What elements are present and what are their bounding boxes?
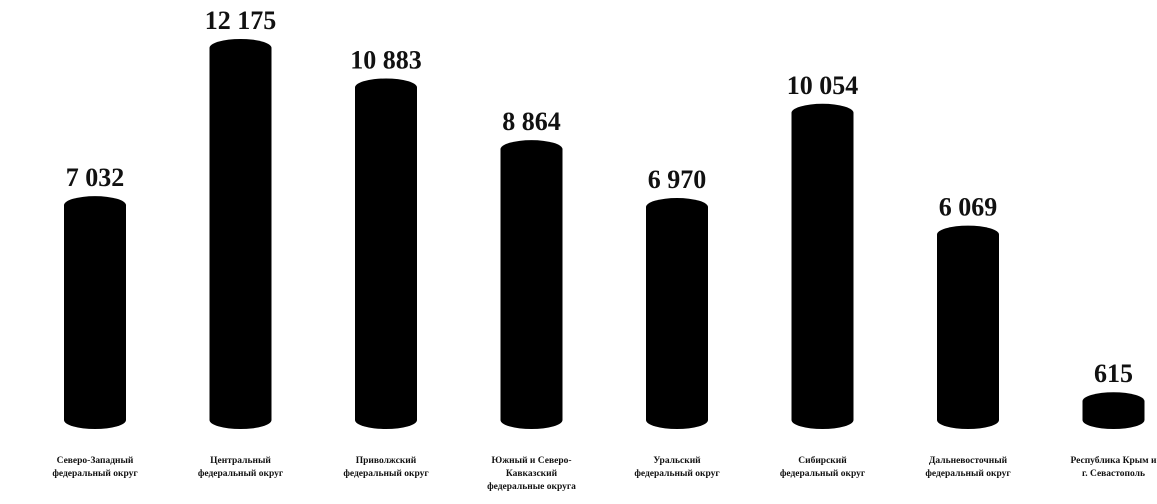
category-label-line: Сибирский (798, 455, 847, 466)
category-label: Южный и Северо- Кавказский федеральные окр… (487, 455, 576, 492)
category-label-line: Южный и Северо- (491, 455, 571, 466)
value-label: 6 069 (939, 193, 998, 222)
category-label-line: Северо-Западный (57, 455, 134, 466)
bar-top (1082, 392, 1145, 411)
value-label: 10 054 (787, 71, 859, 100)
value-label: 615 (1094, 359, 1133, 388)
bar-top (64, 196, 126, 215)
bar-base (500, 411, 563, 429)
value-label: 7 032 (66, 163, 125, 192)
bar-base (64, 411, 126, 429)
bar-top (646, 198, 708, 217)
value-labels-group: 7 032 12 175 10 883 8 864 6 970 10 054 6 069 61… (66, 6, 1133, 388)
bar (646, 198, 708, 429)
bar-top (209, 39, 272, 57)
bar-top (937, 225, 999, 244)
bar-body (791, 112, 854, 421)
bar (937, 225, 999, 429)
bar (355, 78, 417, 429)
bar-base (355, 411, 417, 429)
category-label: Дальневосточный федеральный округ (925, 455, 1011, 479)
value-label: 12 175 (205, 6, 277, 35)
category-label-line: федеральный округ (198, 468, 284, 479)
category-label-line: федеральные округа (487, 481, 576, 492)
bar-top (791, 103, 854, 122)
value-label: 8 864 (502, 107, 561, 136)
category-label-line: Уральский (653, 455, 701, 466)
category-label-line: Кавказский (506, 468, 558, 479)
category-label-line: федеральный округ (780, 468, 866, 479)
bar (209, 39, 272, 429)
category-label: Приволжский федеральный округ (343, 455, 429, 479)
bar (791, 103, 854, 429)
category-label-line: федеральный округ (925, 468, 1011, 479)
category-label: Сибирский федеральный округ (780, 455, 866, 479)
category-label-line: Центральный (210, 455, 271, 466)
category-label: Северо-Западный федеральный округ (52, 455, 138, 479)
category-label-line: федеральный округ (343, 468, 429, 479)
value-label: 10 883 (350, 45, 422, 74)
category-label-line: Приволжский (356, 455, 417, 466)
bar-body (209, 48, 272, 420)
value-label: 6 970 (648, 165, 707, 194)
bar-base (791, 411, 854, 429)
bar (64, 196, 126, 429)
bar-body (500, 149, 563, 421)
bar-base (646, 411, 708, 429)
category-label: Центральный федеральный округ (198, 455, 284, 479)
bar-body (646, 207, 708, 420)
category-label: Республика Крым и г. Севастополь (1070, 455, 1157, 479)
category-label-line: г. Севастополь (1082, 469, 1145, 479)
bar-base (937, 411, 999, 429)
category-label-line: Республика Крым и (1070, 455, 1157, 466)
bar-body (64, 205, 126, 420)
category-label-line: Дальневосточный (929, 455, 1008, 466)
category-label-line: федеральный округ (634, 468, 720, 479)
bar-base (1082, 411, 1145, 429)
bar (500, 140, 563, 429)
bar-body (355, 87, 417, 420)
category-label-line: федеральный округ (52, 468, 138, 479)
bar-base (209, 411, 272, 429)
bar-top (500, 140, 563, 159)
bar-top (355, 78, 417, 97)
bars-group (64, 39, 1145, 429)
bar (1082, 392, 1145, 429)
category-label: Уральский федеральный округ (634, 455, 720, 479)
bar-body (937, 234, 999, 420)
category-labels-group: Северо-Западный федеральный округЦентраль… (52, 455, 1157, 492)
